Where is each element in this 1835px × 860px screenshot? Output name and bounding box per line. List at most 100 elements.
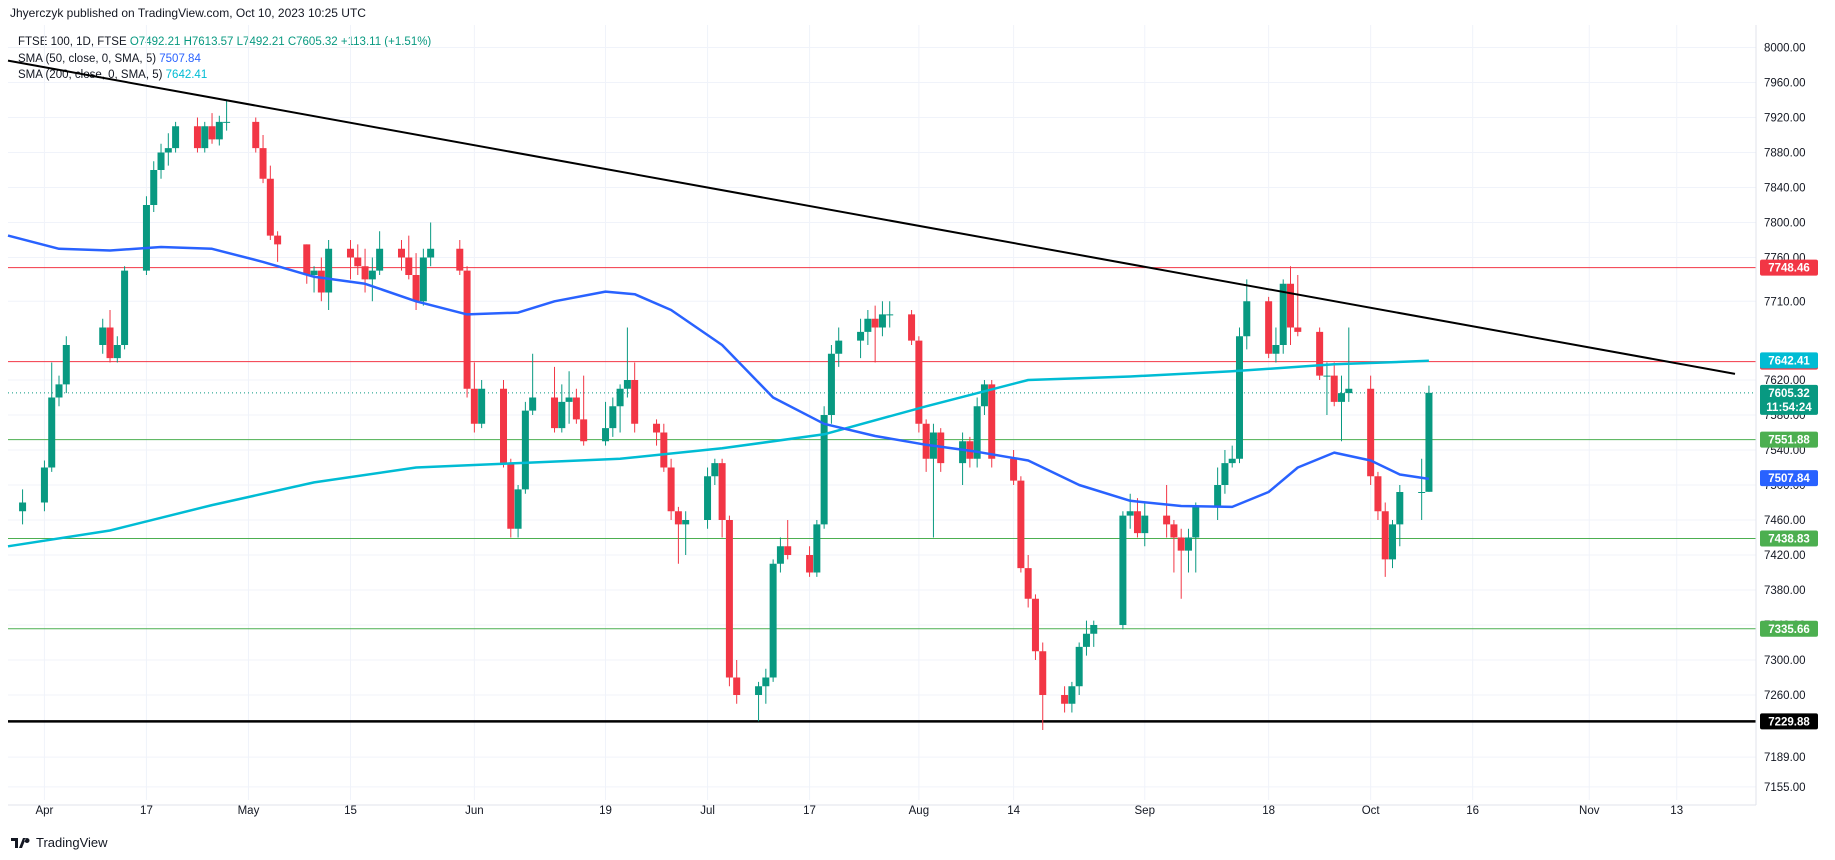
candle — [1024, 555, 1032, 608]
candle-body — [1374, 476, 1382, 512]
candle-body — [1126, 511, 1134, 516]
candle-body — [915, 340, 923, 424]
candle — [755, 681, 763, 722]
candle-body — [266, 178, 274, 236]
candle — [674, 506, 682, 564]
legend-sma50-value: 7507.84 — [159, 52, 201, 65]
time-tick-label: Aug — [909, 805, 929, 817]
last-tag: 7605.32 — [1768, 388, 1810, 400]
level-tag-bg — [1760, 530, 1818, 547]
candle-body — [762, 677, 770, 687]
candle-body — [1141, 515, 1149, 534]
candle-body — [121, 270, 129, 345]
candle — [259, 135, 267, 184]
candle-body — [456, 248, 464, 271]
candle — [1119, 511, 1127, 630]
candle-body — [274, 235, 282, 245]
candle-body — [215, 121, 223, 140]
candle-body — [806, 555, 814, 573]
candle-body — [674, 511, 682, 525]
candle-body — [602, 428, 610, 442]
candle-body — [1389, 524, 1397, 560]
candle — [427, 222, 435, 267]
candle — [1039, 642, 1047, 730]
price-tick-label: 7960.00 — [1764, 78, 1806, 90]
time-tick-label: May — [238, 805, 260, 817]
candle — [529, 353, 537, 415]
candle — [346, 240, 354, 280]
candle — [682, 511, 690, 555]
candle-body — [827, 353, 835, 415]
candle — [820, 406, 828, 529]
candle-body — [164, 148, 172, 153]
level-tag-bg — [1760, 259, 1818, 276]
candle — [609, 397, 617, 437]
candle — [1170, 520, 1178, 573]
sma50-tag: 7507.84 — [1768, 473, 1810, 485]
candle — [1381, 502, 1389, 577]
candle-body — [113, 345, 121, 359]
candle — [1330, 362, 1338, 407]
level-tag: 7551.88 — [1768, 435, 1810, 447]
candle-body — [317, 270, 325, 293]
candle — [478, 380, 486, 429]
candle-body — [1184, 537, 1192, 551]
candle — [121, 266, 129, 350]
candle-body — [682, 520, 690, 525]
price-tick-label: 8000.00 — [1764, 43, 1806, 55]
candle — [857, 318, 865, 359]
time-axis: Apr 17 May 15 Jun 19 Jul 17 Aug 14 Sep 18 Oct 16 Nov 13 — [8, 804, 1756, 817]
candle — [150, 161, 158, 212]
tradingview-footer[interactable]: TradingView — [10, 835, 108, 850]
sma50-tag-bg — [1760, 470, 1818, 487]
candle-body — [150, 170, 158, 205]
candle-body — [1323, 375, 1331, 377]
candle-body — [208, 126, 216, 140]
candle-body — [1367, 388, 1375, 477]
candle — [1374, 471, 1382, 520]
legend-change: +113.11 (+1.51%) — [340, 36, 432, 48]
candle — [1221, 450, 1229, 494]
candle — [1235, 327, 1243, 464]
candle-body — [106, 327, 114, 359]
price-tick-label: 7920.00 — [1764, 113, 1806, 125]
candle — [106, 310, 114, 363]
candle — [1163, 485, 1171, 538]
candle-body — [572, 397, 580, 420]
candle-body — [529, 397, 537, 411]
candle-body — [755, 686, 763, 695]
level-tag: 7748.46 — [1768, 263, 1810, 275]
candle — [1425, 385, 1433, 492]
candle-body — [886, 314, 894, 316]
candle-body — [835, 340, 843, 354]
candle-body — [62, 345, 70, 385]
candle-body — [1265, 301, 1273, 354]
candle-body — [980, 384, 988, 407]
candle — [1316, 327, 1324, 380]
legend-close: C7605.32 — [287, 36, 338, 48]
candle-body — [1381, 511, 1389, 560]
candle-body — [784, 546, 792, 555]
candle — [113, 336, 121, 363]
candle — [784, 520, 792, 560]
candle — [733, 660, 741, 704]
candle — [310, 266, 318, 293]
price-axis: 8000.00 7960.00 7920.00 7880.00 7840.00 7800.… — [1755, 25, 1806, 805]
candle — [623, 327, 631, 398]
legend-sma50-row[interactable]: SMA (50, close, 0, SMA, 5) 7507.84 — [18, 51, 431, 68]
candle-body — [193, 126, 201, 149]
candle-body — [40, 467, 48, 503]
candle — [878, 301, 886, 337]
candle — [908, 310, 916, 345]
candle-body — [551, 397, 559, 429]
candle — [514, 485, 522, 538]
candle — [827, 345, 835, 424]
candle — [397, 240, 405, 271]
candle-body — [1090, 625, 1098, 634]
time-tick-label: Sep — [1135, 805, 1155, 817]
candle-body — [908, 314, 916, 341]
candle — [223, 100, 231, 131]
legend-symbol-row[interactable]: FTSE 100, 1D, FTSE O7492.21 H7613.57 L74… — [18, 34, 431, 51]
price-tick-label: 7300.00 — [1764, 655, 1806, 667]
